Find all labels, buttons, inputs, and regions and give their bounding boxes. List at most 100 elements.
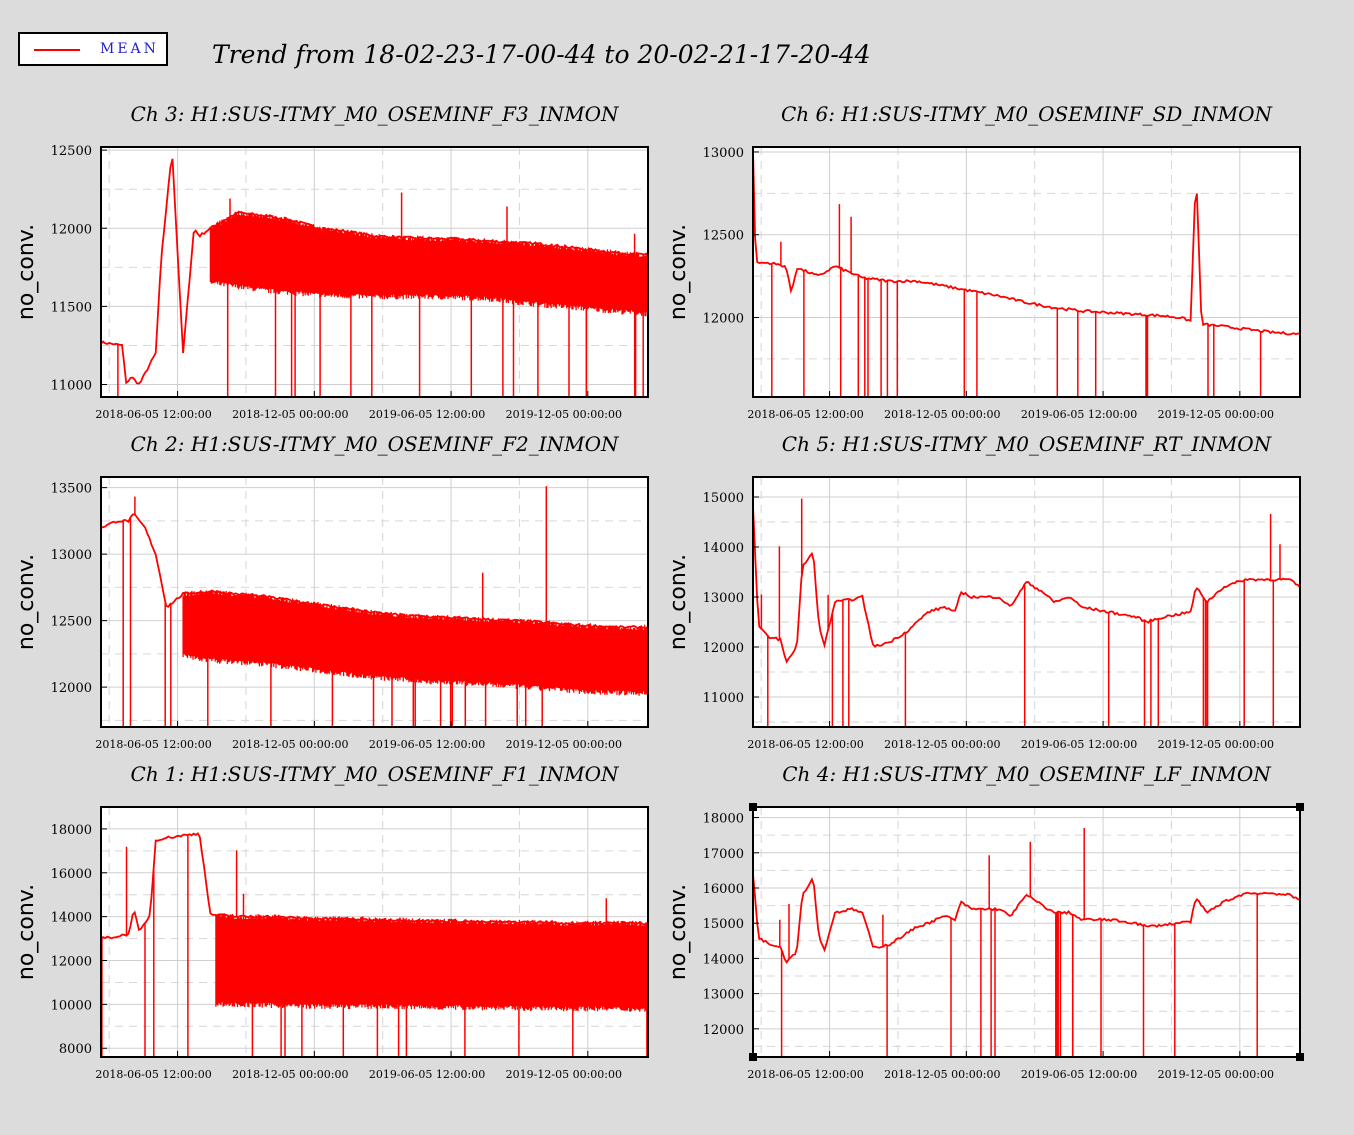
y-tick-label: 12000 [703,1023,744,1038]
y-tick-label: 8000 [59,1042,92,1057]
panel-title: Ch 6: H1:SUS-ITMY_M0_OSEMINF_SD_INMON [781,102,1274,126]
series-line [753,505,1300,664]
y-tick-label: 15000 [703,491,744,506]
legend-label: MEAN [100,41,159,57]
series-line [753,874,1300,964]
series-band [209,210,648,317]
x-tick-label: 2019-12-05 00:00:00 [506,738,622,751]
chart-panel-5: 8000 10000 12000 14000 16000 18000 2018-06-05 … [14,762,649,1081]
x-tick-label: 2019-06-05 12:00:00 [1021,408,1137,421]
selection-handle [1296,803,1304,811]
y-tick-label: 18000 [703,812,744,827]
x-tick-label: 2018-06-05 12:00:00 [95,1068,211,1081]
y-tick-label: 12000 [703,312,744,327]
x-tick-label: 2019-12-05 00:00:00 [1158,1068,1274,1081]
plot-frame [100,806,649,1058]
plot-area [753,807,1300,1057]
series-spikes [117,192,644,397]
series-group [101,158,648,397]
x-tick-label: 2018-12-05 00:00:00 [884,1068,1000,1081]
selection-handle [1296,1053,1304,1061]
y-tick-label: 14000 [51,911,92,926]
series-spikes [779,828,1258,1057]
series-spikes [771,204,1262,397]
y-tick-label: 16000 [703,882,744,897]
series-group [753,151,1300,397]
y-tick-label: 11500 [51,300,92,315]
x-tick-label: 2018-12-05 00:00:00 [232,408,348,421]
y-tick-label: 14000 [703,541,744,556]
series-line [101,513,648,630]
y-tick-label: 14000 [703,952,744,967]
x-tick-label: 2018-12-05 00:00:00 [884,408,1000,421]
series-band [215,913,648,1012]
x-tick-label: 2019-06-05 12:00:00 [1021,738,1137,751]
y-axis-label: no_conv. [14,884,39,980]
chart-panel-4: 11000 12000 13000 14000 15000 2018-06-05 12:0… [666,432,1301,751]
selection-handle [749,1053,757,1061]
x-tick-label: 2018-06-05 12:00:00 [747,1068,863,1081]
x-tick-label: 2019-06-05 12:00:00 [369,1068,485,1081]
y-tick-label: 16000 [51,867,92,882]
x-tick-label: 2019-12-05 00:00:00 [1158,738,1274,751]
chart-panel-3: 12000 12500 13000 13500 2018-06-05 12:00:00 2… [14,432,649,751]
y-axis-label: no_conv. [14,224,39,320]
panel-title: Ch 3: H1:SUS-ITMY_M0_OSEMINF_F3_INMON [131,102,620,126]
series-group [753,498,1300,727]
y-tick-label: 12500 [51,144,92,159]
series-group [101,832,648,1057]
y-tick-label: 13000 [703,988,744,1003]
x-tick-label: 2018-06-05 12:00:00 [95,408,211,421]
y-tick-label: 12000 [703,641,744,656]
x-tick-label: 2018-06-05 12:00:00 [747,738,863,751]
y-tick-label: 12500 [703,229,744,244]
y-axis-label: no_conv. [666,554,691,650]
y-axis-label: no_conv. [666,224,691,320]
y-tick-label: 18000 [51,823,92,838]
plot-frame [100,476,649,728]
legend-swatch [34,49,80,51]
legend: MEAN [18,32,168,66]
x-tick-label: 2018-12-05 00:00:00 [232,1068,348,1081]
chart-panel-2: 12000 12500 13000 2018-06-05 12:00:00 2018-1… [666,102,1301,421]
series-group [101,486,648,727]
x-tick-label: 2018-06-05 12:00:00 [95,738,211,751]
panel-title: Ch 1: H1:SUS-ITMY_M0_OSEMINF_F1_INMON [131,762,620,786]
plot-frame [752,476,1301,728]
x-tick-label: 2018-06-05 12:00:00 [747,408,863,421]
y-tick-label: 13000 [703,146,744,161]
y-tick-label: 15000 [703,917,744,932]
x-tick-label: 2018-12-05 00:00:00 [884,738,1000,751]
main-title: Trend from 18-02-23-17-00-44 to 20-02-21… [212,40,871,69]
plot-area [753,147,1300,397]
y-tick-label: 10000 [51,998,92,1013]
panel-title: Ch 5: H1:SUS-ITMY_M0_OSEMINF_RT_INMON [782,432,1273,456]
y-tick-label: 12500 [51,615,92,630]
panel-title: Ch 4: H1:SUS-ITMY_M0_OSEMINF_LF_INMON [782,762,1272,786]
x-tick-label: 2019-12-05 00:00:00 [1158,408,1274,421]
y-tick-label: 12000 [51,222,92,237]
y-tick-label: 12000 [51,955,92,970]
plot-frame [752,806,1301,1058]
series-spikes [122,486,548,727]
y-axis-label: no_conv. [14,554,39,650]
y-tick-label: 13000 [51,548,92,563]
y-tick-label: 11000 [703,691,744,706]
series-line [101,158,648,385]
x-tick-label: 2018-12-05 00:00:00 [232,738,348,751]
chart-panel-6: 12000 13000 14000 15000 16000 17000 18000 2018-… [666,762,1301,1081]
series-line [101,832,648,940]
chart-panel-1: 11000 11500 12000 12500 2018-06-05 12:00:00 2… [14,102,649,421]
x-tick-label: 2019-12-05 00:00:00 [506,408,622,421]
plot-frame [100,146,649,398]
series-line [753,151,1300,336]
panel-title: Ch 2: H1:SUS-ITMY_M0_OSEMINF_F2_INMON [131,432,620,456]
y-axis-label: no_conv. [666,884,691,980]
y-tick-label: 13500 [51,482,92,497]
plot-area [753,477,1300,727]
x-tick-label: 2019-06-05 12:00:00 [369,408,485,421]
series-spikes [760,498,1281,727]
selection-handle [749,803,757,811]
plot-frame [752,146,1301,398]
